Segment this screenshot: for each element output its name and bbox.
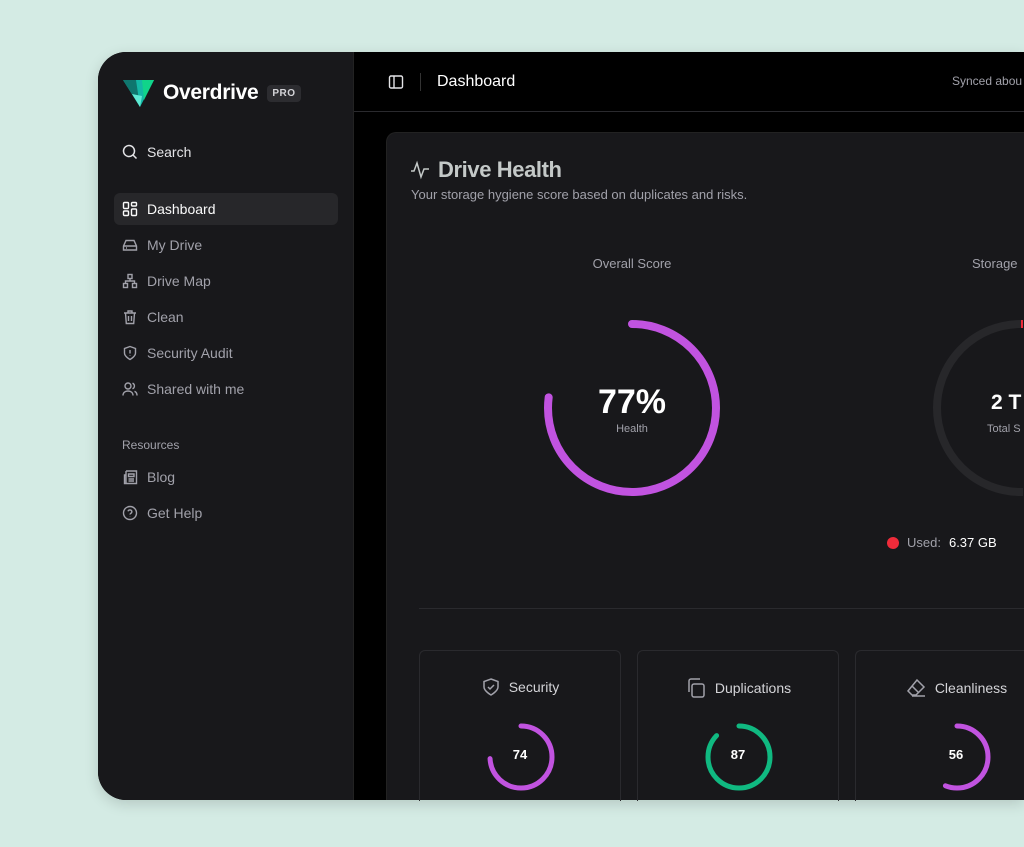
duplications-score: 87	[730, 747, 746, 762]
duplications-arc	[705, 723, 773, 791]
overall-score-ring	[544, 320, 720, 496]
overall-score-value: 77%	[597, 383, 667, 421]
logo[interactable]: Overdrive PRO	[122, 78, 301, 108]
sidebar-item-clean[interactable]: Clean	[114, 301, 338, 333]
header: Dashboard Synced abou	[354, 52, 1024, 112]
sync-status: Synced abou	[952, 74, 1023, 88]
storage-used-legend: Used: 6.37 GB	[887, 535, 997, 550]
sidebar-item-dashboard[interactable]: Dashboard	[114, 193, 338, 225]
overdrive-logo-icon	[123, 80, 154, 107]
storage-total-value: 2 T	[991, 391, 1022, 414]
sidebar-item-label: My Drive	[147, 237, 203, 253]
sidebar-nav: Dashboard My Drive Drive Map Clean Secur…	[114, 193, 338, 409]
sidebar-item-shared-with-me[interactable]: Shared with me	[114, 373, 338, 405]
search-icon	[122, 144, 138, 160]
sidebar-item-label: Blog	[147, 469, 176, 485]
page-title: Dashboard	[437, 72, 516, 90]
overall-score-caption: Health	[616, 423, 648, 435]
help-circle-icon	[122, 505, 138, 521]
copy-icon	[688, 678, 705, 698]
sidebar-item-label: Clean	[147, 309, 184, 325]
card-title-text: Drive Health	[438, 157, 562, 182]
tile-label: Security	[508, 679, 560, 695]
dashboard-icon	[122, 201, 138, 217]
sidebar-toggle-icon[interactable]	[388, 74, 404, 90]
overall-score-arc	[544, 320, 720, 496]
drive-icon	[122, 239, 138, 251]
shield-alert-icon	[123, 345, 137, 361]
used-dot	[887, 536, 899, 549]
cleanliness-tile[interactable]: Cleanliness 56	[855, 650, 1024, 801]
search-button[interactable]: Search	[122, 144, 191, 160]
sidebar-item-blog[interactable]: Blog	[114, 461, 338, 493]
sidebar-item-label: Get Help	[147, 505, 203, 521]
trash-icon	[124, 310, 136, 325]
divider	[419, 608, 1024, 609]
app-name: Overdrive	[163, 81, 259, 104]
sitemap-icon	[122, 273, 138, 289]
shield-check-icon	[482, 678, 499, 696]
security-score: 74	[512, 747, 528, 762]
resources-heading: Resources	[122, 438, 180, 452]
tile-label: Cleanliness	[934, 680, 1008, 696]
tile-label: Duplications	[714, 680, 792, 696]
cleanliness-score: 56	[948, 747, 964, 762]
search-label: Search	[147, 144, 192, 160]
overall-score-label: Overall Score	[592, 256, 672, 271]
sidebar-item-drive-map[interactable]: Drive Map	[114, 265, 338, 297]
storage-used-arc	[933, 320, 1023, 496]
divider	[420, 72, 421, 91]
app-window: Overdrive PRO Search Dashboard My Drive …	[98, 52, 1024, 801]
storage-ring	[933, 320, 1023, 496]
sidebar-item-my-drive[interactable]: My Drive	[114, 229, 338, 261]
storage-caption: Total S	[987, 423, 1021, 435]
card-title: Drive Health	[410, 157, 562, 183]
pro-badge: PRO	[267, 84, 301, 102]
sidebar-item-get-help[interactable]: Get Help	[114, 497, 338, 529]
security-ring	[487, 723, 555, 791]
main-content: Dashboard Synced abou Drive Health Your …	[354, 52, 1024, 801]
activity-icon	[411, 160, 429, 180]
card-subtitle: Your storage hygiene score based on dupl…	[411, 187, 748, 202]
security-arc	[487, 723, 555, 791]
sidebar-item-label: Drive Map	[147, 273, 211, 289]
sidebar: Overdrive PRO Search Dashboard My Drive …	[98, 52, 354, 800]
cleanliness-ring	[923, 723, 991, 791]
newspaper-icon	[123, 470, 138, 485]
drive-health-card: Drive Health Your storage hygiene score …	[386, 132, 1024, 801]
sidebar-item-label: Dashboard	[147, 201, 216, 217]
duplications-tile[interactable]: Duplications 87	[637, 650, 839, 801]
resources-nav: Blog Get Help	[114, 461, 338, 533]
used-value: 6.37 GB	[948, 535, 997, 550]
sidebar-item-label: Security Audit	[147, 345, 233, 361]
sidebar-item-security-audit[interactable]: Security Audit	[114, 337, 338, 369]
duplications-ring	[705, 723, 773, 791]
eraser-icon	[906, 678, 925, 697]
used-label: Used:	[907, 535, 941, 550]
users-icon	[122, 382, 138, 396]
cleanliness-arc	[923, 723, 991, 791]
storage-label: Storage	[972, 256, 1018, 271]
sidebar-item-label: Shared with me	[147, 381, 245, 397]
security-tile[interactable]: Security 74	[419, 650, 621, 801]
